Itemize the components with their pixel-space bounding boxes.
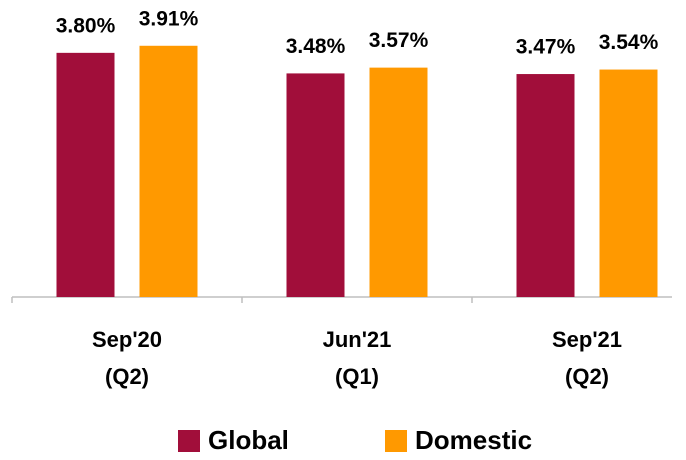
bar: [56, 52, 115, 297]
legend-swatch: [385, 430, 407, 452]
x-tick-label: (Q2): [565, 364, 609, 389]
x-tick-label: Sep'20: [92, 327, 162, 352]
data-label: 3.57%: [369, 29, 429, 52]
data-label: 3.91%: [139, 7, 199, 30]
x-tick-label: Sep'21: [552, 327, 622, 352]
data-label: 3.54%: [599, 31, 659, 54]
legend-swatch: [178, 430, 200, 452]
bar: [286, 73, 345, 297]
bar: [139, 45, 198, 297]
legend-label: Domestic: [415, 425, 532, 455]
legend-label: Global: [208, 425, 289, 455]
bar: [369, 67, 428, 297]
bar: [599, 69, 658, 298]
x-tick-label: (Q2): [105, 364, 149, 389]
x-tick-label: Jun'21: [323, 327, 392, 352]
data-label: 3.48%: [286, 35, 346, 58]
data-label: 3.47%: [516, 36, 576, 59]
data-label: 3.80%: [56, 14, 116, 37]
bar: [516, 74, 575, 298]
x-tick-label: (Q1): [335, 364, 379, 389]
